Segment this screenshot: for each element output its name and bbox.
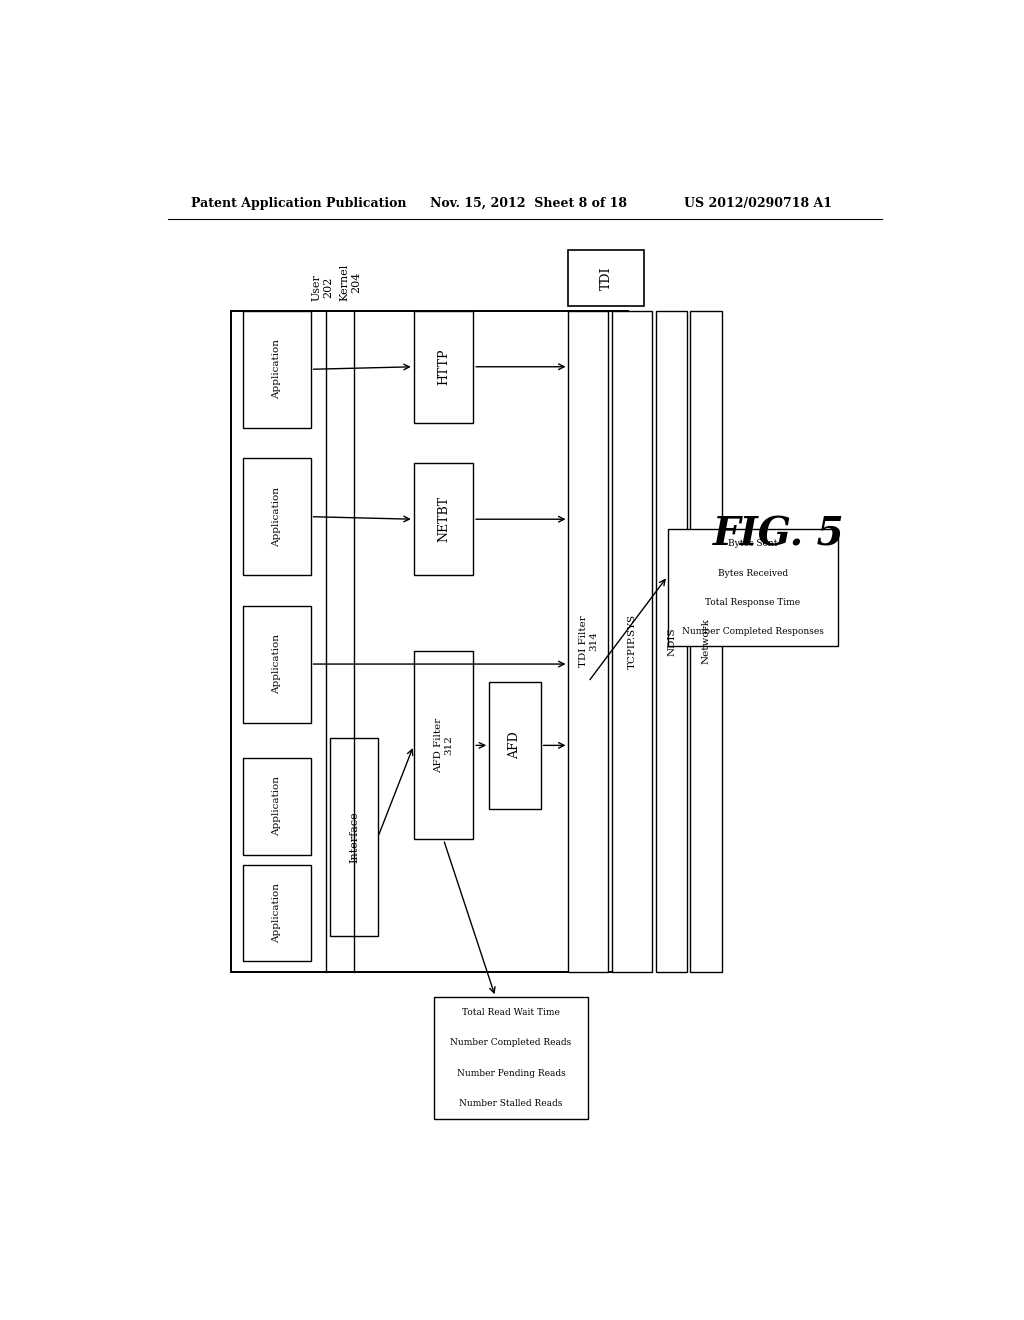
Bar <box>489 682 541 809</box>
Text: Application: Application <box>272 339 282 400</box>
Bar <box>243 758 310 854</box>
Text: US 2012/0290718 A1: US 2012/0290718 A1 <box>684 197 831 210</box>
Text: Application: Application <box>272 883 282 942</box>
Bar <box>231 310 628 972</box>
Text: HTTP: HTTP <box>437 348 450 385</box>
Text: Nov. 15, 2012  Sheet 8 of 18: Nov. 15, 2012 Sheet 8 of 18 <box>430 197 627 210</box>
Bar <box>612 310 652 972</box>
Text: Number Completed Reads: Number Completed Reads <box>451 1038 571 1047</box>
Text: TDI: TDI <box>600 267 612 289</box>
Text: TDI Filter
314: TDI Filter 314 <box>579 615 598 667</box>
Text: Bytes Received: Bytes Received <box>718 569 788 578</box>
Text: NETBT: NETBT <box>437 496 450 543</box>
Bar <box>243 606 310 722</box>
Bar <box>243 865 310 961</box>
Bar <box>690 310 722 972</box>
Bar <box>331 738 378 936</box>
Bar <box>414 312 473 422</box>
Bar <box>568 310 608 972</box>
Text: Bytes Sent: Bytes Sent <box>728 540 777 549</box>
Text: Network: Network <box>701 618 711 664</box>
Text: Total Read Wait Time: Total Read Wait Time <box>462 1007 560 1016</box>
Bar <box>414 651 473 840</box>
Text: Patent Application Publication: Patent Application Publication <box>191 197 407 210</box>
Text: Number Completed Responses: Number Completed Responses <box>682 627 824 636</box>
Text: TCPIP.SYS: TCPIP.SYS <box>628 614 637 669</box>
Text: Application: Application <box>272 487 282 546</box>
Text: AFD Filter
312: AFD Filter 312 <box>434 718 454 774</box>
Text: Interface: Interface <box>349 810 359 863</box>
Text: Kernel
204: Kernel 204 <box>339 264 361 301</box>
Text: NDIS: NDIS <box>667 627 676 656</box>
Text: AFD: AFD <box>508 731 521 759</box>
Text: Number Stalled Reads: Number Stalled Reads <box>459 1100 562 1109</box>
Text: FIG. 5: FIG. 5 <box>713 516 845 553</box>
Text: Application: Application <box>272 776 282 837</box>
Bar <box>433 997 588 1119</box>
Bar <box>414 463 473 576</box>
Text: Application: Application <box>272 634 282 694</box>
Bar <box>655 310 687 972</box>
Bar <box>243 312 310 428</box>
Text: Total Response Time: Total Response Time <box>706 598 801 607</box>
Text: User
202: User 202 <box>311 273 333 301</box>
Bar <box>243 458 310 576</box>
Bar <box>568 249 644 306</box>
Text: Number Pending Reads: Number Pending Reads <box>457 1069 565 1077</box>
Bar <box>668 529 839 647</box>
